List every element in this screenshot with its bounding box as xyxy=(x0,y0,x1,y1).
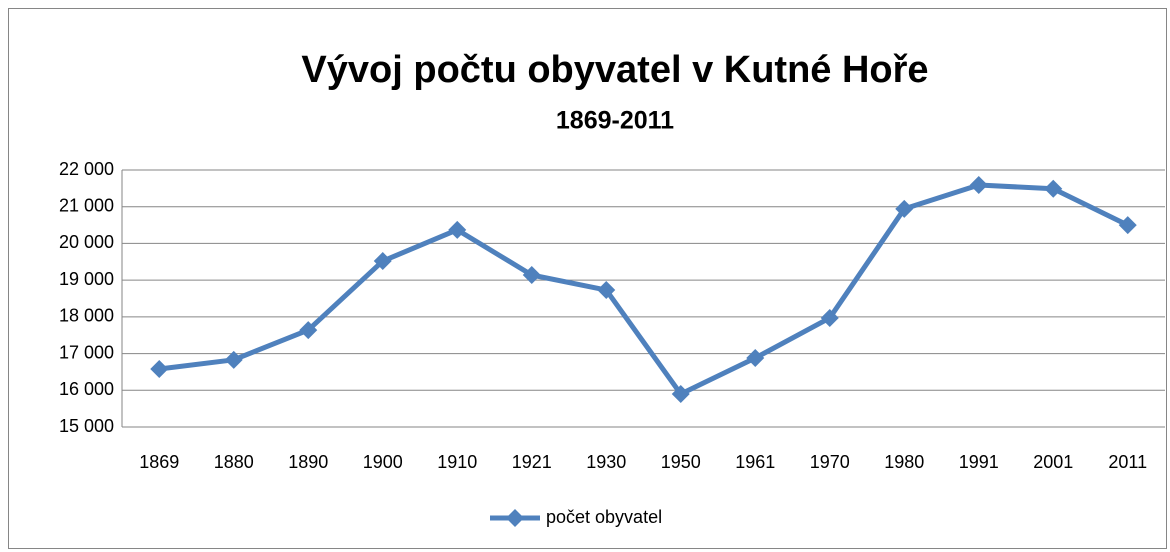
x-tick-label: 1880 xyxy=(214,452,254,472)
point-marker xyxy=(671,384,690,403)
x-tick-label: 2001 xyxy=(1033,452,1073,472)
point-marker xyxy=(597,281,616,300)
x-tick-label: 1890 xyxy=(288,452,328,472)
point-marker xyxy=(895,199,914,218)
point-marker xyxy=(1044,179,1063,198)
x-tick-label: 1910 xyxy=(437,452,477,472)
chart-frame xyxy=(8,8,1167,549)
y-tick-label: 19 000 xyxy=(59,269,114,289)
y-tick-label: 21 000 xyxy=(59,195,114,215)
x-tick-label: 1961 xyxy=(735,452,775,472)
point-marker xyxy=(448,220,467,239)
y-tick-label: 20 000 xyxy=(59,232,114,252)
x-tick-label: 1980 xyxy=(884,452,924,472)
x-tick-label: 2011 xyxy=(1108,452,1147,472)
y-tick-label: 22 000 xyxy=(59,159,114,179)
y-tick-label: 16 000 xyxy=(59,379,114,399)
point-marker xyxy=(522,266,541,285)
chart-subtitle: 1869-2011 xyxy=(556,107,674,135)
series-line xyxy=(158,182,1129,397)
legend-marker xyxy=(506,509,524,527)
point-marker xyxy=(224,350,243,369)
point-marker xyxy=(373,252,392,271)
x-tick-label: 1970 xyxy=(810,452,850,472)
legend-label: počet obyvatel xyxy=(546,507,662,527)
point-marker xyxy=(820,308,839,327)
x-tick-label: 1950 xyxy=(661,452,701,472)
point-marker xyxy=(299,321,318,340)
point-marker xyxy=(746,348,765,367)
point-marker xyxy=(969,176,988,195)
x-tick-label: 1930 xyxy=(586,452,626,472)
point-marker xyxy=(150,359,169,378)
x-tick-label: 1991 xyxy=(959,452,999,472)
x-tick-label: 1869 xyxy=(139,452,179,472)
x-tick-label: 1921 xyxy=(512,452,552,472)
point-marker xyxy=(1118,216,1137,235)
y-tick-label: 18 000 xyxy=(59,306,114,326)
y-tick-label: 15 000 xyxy=(59,416,114,436)
x-tick-label: 1900 xyxy=(363,452,403,472)
y-tick-label: 17 000 xyxy=(59,342,114,362)
chart-title: Vývoj počtu obyvatel v Kutné Hoře xyxy=(301,49,928,91)
